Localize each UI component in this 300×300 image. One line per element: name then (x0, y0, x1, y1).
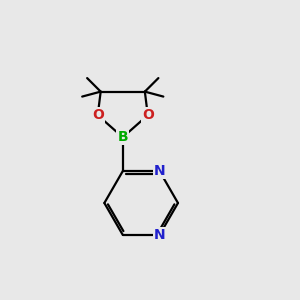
Text: N: N (154, 164, 165, 178)
Text: B: B (118, 130, 128, 144)
Text: N: N (154, 228, 165, 242)
Text: O: O (142, 108, 154, 122)
Text: O: O (92, 108, 104, 122)
